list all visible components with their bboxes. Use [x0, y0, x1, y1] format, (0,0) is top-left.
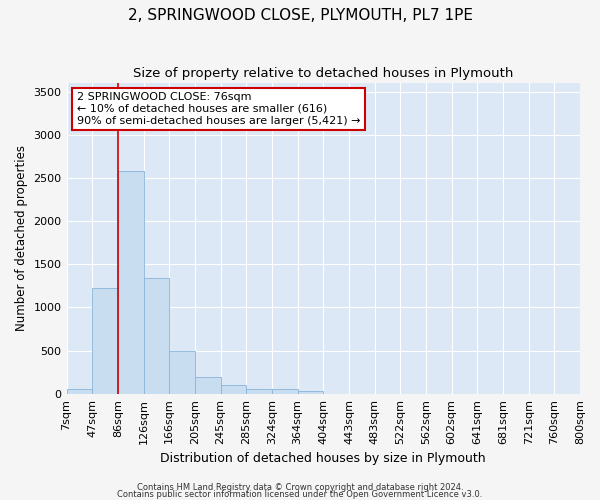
Text: Contains public sector information licensed under the Open Government Licence v3: Contains public sector information licen…: [118, 490, 482, 499]
Bar: [272, 390, 298, 394]
Bar: [169, 350, 195, 394]
Text: 2 SPRINGWOOD CLOSE: 76sqm
← 10% of detached houses are smaller (616)
90% of semi: 2 SPRINGWOOD CLOSE: 76sqm ← 10% of detac…: [77, 92, 361, 126]
Text: 2, SPRINGWOOD CLOSE, PLYMOUTH, PL7 1PE: 2, SPRINGWOOD CLOSE, PLYMOUTH, PL7 1PE: [128, 8, 473, 22]
Bar: [195, 378, 221, 394]
Text: Contains HM Land Registry data © Crown copyright and database right 2024.: Contains HM Land Registry data © Crown c…: [137, 484, 463, 492]
Title: Size of property relative to detached houses in Plymouth: Size of property relative to detached ho…: [133, 68, 514, 80]
Bar: [298, 391, 323, 394]
Bar: [92, 288, 118, 394]
Bar: [221, 385, 246, 394]
Y-axis label: Number of detached properties: Number of detached properties: [15, 146, 28, 332]
Bar: [143, 278, 169, 394]
Bar: [246, 390, 272, 394]
Bar: [118, 171, 143, 394]
X-axis label: Distribution of detached houses by size in Plymouth: Distribution of detached houses by size …: [160, 452, 486, 465]
Bar: [67, 390, 92, 394]
